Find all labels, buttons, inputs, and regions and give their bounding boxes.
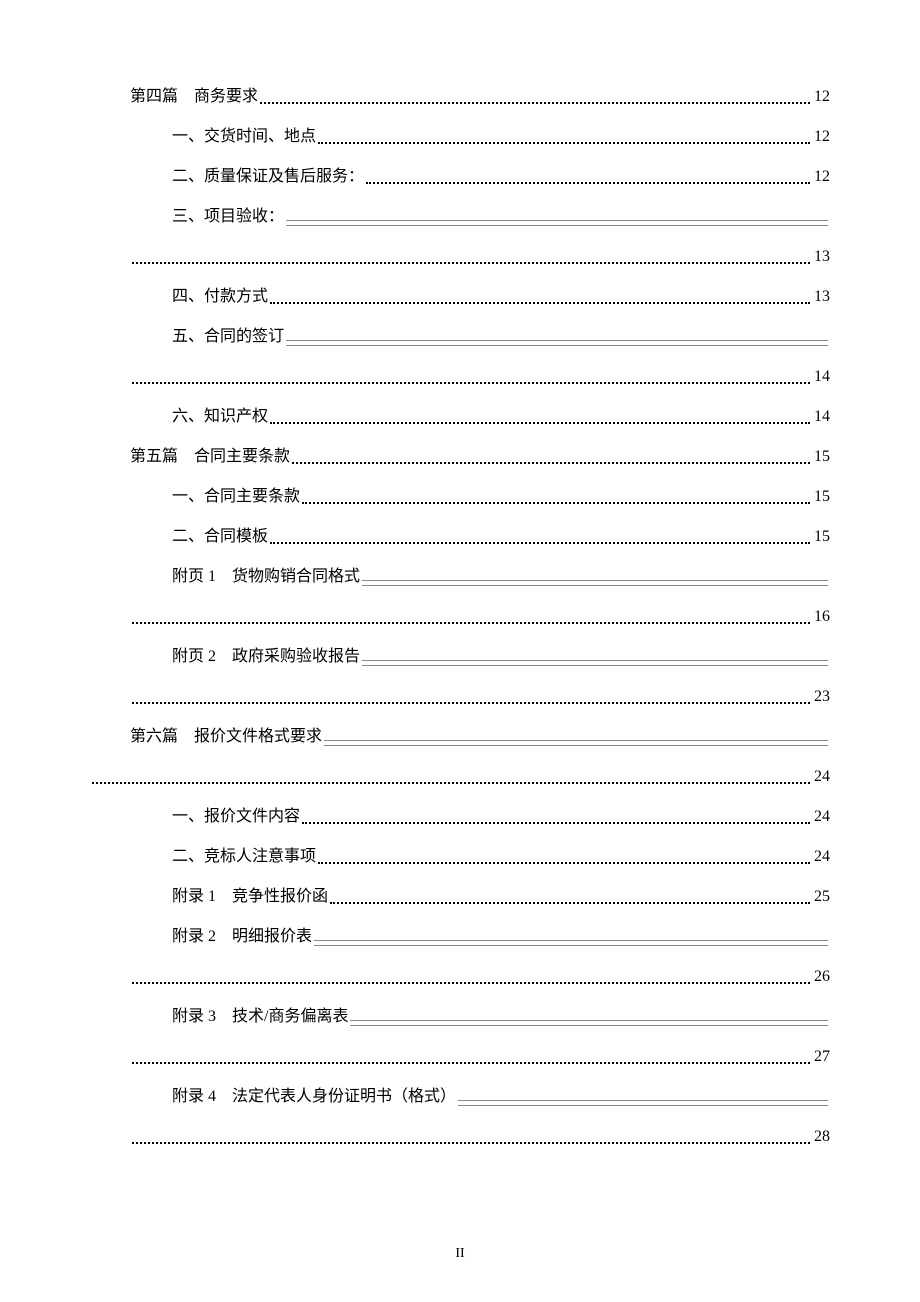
toc-leader-dots	[260, 102, 810, 104]
toc-entry-title: 四、付款方式	[172, 285, 268, 309]
toc-entry-page: 24	[812, 805, 830, 829]
toc-entry-page: 13	[812, 245, 830, 269]
toc-leader-double-line	[362, 580, 828, 586]
toc-entry-title: 三、项目验收：	[172, 205, 284, 229]
document-page: 第四篇 商务要求 12 一、交货时间、地点 12 二、质量保证及售后服务： 12 三、项目验…	[0, 0, 920, 1302]
toc-entry-title: 二、竞标人注意事项	[172, 845, 316, 869]
toc-entry: 附录 1 竞争性报价函 25	[90, 885, 830, 909]
toc-entry-page: 28	[812, 1125, 830, 1149]
toc-leader-dots	[132, 1142, 810, 1144]
toc-entry-title: 附录 4 法定代表人身份证明书（格式）	[172, 1085, 456, 1109]
toc-entry-page: 12	[812, 125, 830, 149]
toc-entry: 三、项目验收：	[90, 205, 830, 229]
toc-entry: 附录 2 明细报价表	[90, 925, 830, 949]
toc-entry-title: 二、质量保证及售后服务：	[172, 165, 364, 189]
toc-entry-title: 六、知识产权	[172, 405, 268, 429]
toc-leader-dots	[132, 1062, 810, 1064]
toc-entry: 二、质量保证及售后服务： 12	[90, 165, 830, 189]
toc-entry: 二、合同模板 15	[90, 525, 830, 549]
toc-entry: 16	[90, 605, 830, 629]
toc-entry-page: 25	[812, 885, 830, 909]
toc-leader-dots	[302, 822, 810, 824]
toc-leader-dots	[270, 302, 810, 304]
toc-entry: 14	[90, 365, 830, 389]
toc-entry-page: 15	[812, 485, 830, 509]
toc-entry-page: 23	[812, 685, 830, 709]
toc-entry: 第五篇 合同主要条款 15	[90, 445, 830, 469]
toc-entry: 附录 4 法定代表人身份证明书（格式）	[90, 1085, 830, 1109]
toc-entry: 一、合同主要条款 15	[90, 485, 830, 509]
toc-entry-title: 第五篇 合同主要条款	[130, 445, 290, 469]
toc-entry-title: 附录 1 竞争性报价函	[172, 885, 328, 909]
toc-leader-double-line	[362, 660, 828, 666]
toc-entry-page: 13	[812, 285, 830, 309]
toc-entry: 27	[90, 1045, 830, 1069]
toc-entry: 23	[90, 685, 830, 709]
toc-entry-title: 第六篇 报价文件格式要求	[130, 725, 322, 749]
toc-entry: 一、报价文件内容 24	[90, 805, 830, 829]
toc-leader-dots	[132, 982, 810, 984]
page-number: II	[0, 1246, 920, 1262]
table-of-contents: 第四篇 商务要求 12 一、交货时间、地点 12 二、质量保证及售后服务： 12 三、项目验…	[90, 85, 830, 1149]
toc-leader-dots	[132, 702, 810, 704]
toc-entry: 第四篇 商务要求 12	[90, 85, 830, 109]
toc-entry-title: 一、交货时间、地点	[172, 125, 316, 149]
toc-entry-page: 26	[812, 965, 830, 989]
toc-entry-page: 12	[812, 165, 830, 189]
toc-leader-dots	[318, 862, 810, 864]
toc-leader-double-line	[286, 220, 828, 226]
toc-entry-title: 五、合同的签订	[172, 325, 284, 349]
toc-entry-title: 第四篇 商务要求	[130, 85, 258, 109]
toc-leader-dots	[330, 902, 810, 904]
toc-entry-page: 14	[812, 365, 830, 389]
toc-entry-page: 12	[812, 85, 830, 109]
toc-entry-title: 二、合同模板	[172, 525, 268, 549]
toc-entry-page: 27	[812, 1045, 830, 1069]
toc-leader-dots	[132, 382, 810, 384]
toc-entry-page: 15	[812, 525, 830, 549]
toc-entry: 五、合同的签订	[90, 325, 830, 349]
toc-entry: 四、付款方式 13	[90, 285, 830, 309]
toc-entry: 26	[90, 965, 830, 989]
toc-leader-double-line	[458, 1100, 828, 1106]
toc-leader-double-line	[350, 1020, 828, 1026]
toc-entry: 24	[90, 765, 830, 789]
toc-entry: 二、竞标人注意事项 24	[90, 845, 830, 869]
toc-leader-dots	[270, 422, 810, 424]
toc-entry: 附页 2 政府采购验收报告	[90, 645, 830, 669]
toc-entry-title: 一、报价文件内容	[172, 805, 300, 829]
toc-entry-page: 14	[812, 405, 830, 429]
toc-entry-page: 15	[812, 445, 830, 469]
toc-entry-title: 附页 1 货物购销合同格式	[172, 565, 360, 589]
toc-entry-title: 附录 3 技术/商务偏离表	[172, 1005, 348, 1029]
toc-leader-dots	[132, 262, 810, 264]
toc-entry: 13	[90, 245, 830, 269]
toc-leader-double-line	[324, 740, 828, 746]
toc-entry: 28	[90, 1125, 830, 1149]
toc-entry: 附录 3 技术/商务偏离表	[90, 1005, 830, 1029]
toc-entry-page: 16	[812, 605, 830, 629]
toc-leader-double-line	[314, 940, 828, 946]
toc-entry-title: 附页 2 政府采购验收报告	[172, 645, 360, 669]
toc-leader-dots	[270, 542, 810, 544]
toc-entry: 六、知识产权 14	[90, 405, 830, 429]
toc-leader-dots	[302, 502, 810, 504]
toc-entry-title: 附录 2 明细报价表	[172, 925, 312, 949]
toc-entry-page: 24	[812, 845, 830, 869]
toc-entry: 第六篇 报价文件格式要求	[90, 725, 830, 749]
toc-leader-dots	[132, 622, 810, 624]
toc-leader-dots	[366, 182, 810, 184]
toc-leader-dots	[292, 462, 810, 464]
toc-entry: 一、交货时间、地点 12	[90, 125, 830, 149]
toc-leader-dots	[318, 142, 810, 144]
toc-entry-title: 一、合同主要条款	[172, 485, 300, 509]
toc-leader-dots	[92, 782, 810, 784]
toc-entry-page: 24	[812, 765, 830, 789]
toc-entry: 附页 1 货物购销合同格式	[90, 565, 830, 589]
toc-leader-double-line	[286, 340, 828, 346]
